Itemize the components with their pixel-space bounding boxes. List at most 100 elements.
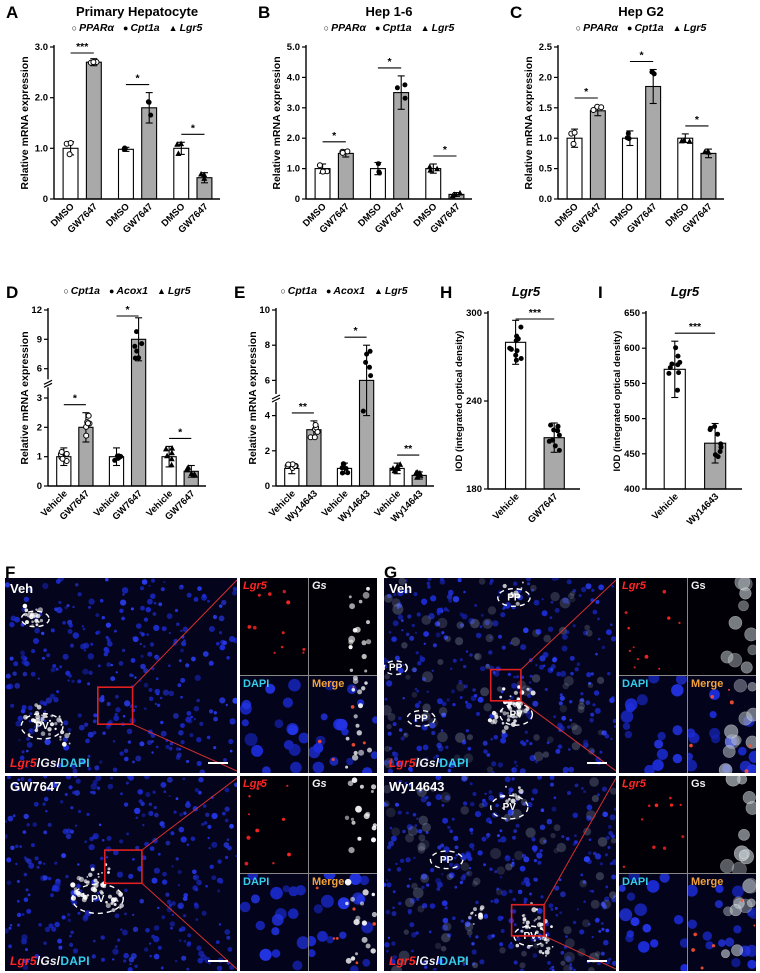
inset-label: Merge (312, 678, 345, 690)
chart-plot-e: 0 2 4 6 8 10 Vehicle Wy14643 ** Vehicle Wy14643 * Ve… (246, 298, 438, 555)
legend-label: Lgr5 (683, 22, 707, 34)
inset-image-gs (309, 578, 377, 675)
stain-label: Lgr5/Gs/DAPI (389, 756, 469, 770)
svg-text:2.0: 2.0 (539, 72, 552, 83)
inset-image-gs (688, 578, 756, 675)
micro-image-f-gw7647: PV GW7647 Lgr5/Gs/DAPI (5, 776, 237, 971)
panel-a-primary-hepatocyte: A Primary Hepatocyte ○ PPARα ● Cpt1a ▲ Lgr5 0 1.… (6, 4, 252, 280)
svg-text:1.5: 1.5 (539, 103, 553, 114)
legend-item: ○ Cpt1a (63, 285, 100, 297)
inset-image-merge (309, 874, 377, 971)
inset-label: Lgr5 (243, 778, 267, 790)
circle-filled-icon: ● (627, 23, 633, 33)
circle-filled-icon: ● (123, 23, 129, 33)
legend-label: PPARα (331, 22, 367, 34)
legend-item: ▲ Lgr5 (374, 285, 408, 297)
svg-text:0.5: 0.5 (539, 164, 553, 175)
svg-text:**: ** (404, 443, 413, 455)
legend-item: ▲ Lgr5 (673, 22, 707, 34)
inset-image-dapi (619, 676, 687, 773)
inset-label: Lgr5 (243, 580, 267, 592)
svg-text:PV: PV (35, 721, 49, 732)
svg-text:Vehicle: Vehicle (650, 491, 681, 522)
svg-text:6: 6 (37, 364, 42, 375)
panel-b-hep16: B Hep 1-6 ○ PPARα ● Cpt1a ▲ Lgr5 0 1.0 2.0 3.0 4.0 5… (258, 4, 504, 280)
svg-text:4: 4 (265, 411, 271, 422)
legend-item: ● Acox1 (326, 285, 365, 297)
svg-text:6: 6 (265, 375, 270, 386)
inset-label: Merge (312, 876, 345, 888)
circle-open-icon: ○ (323, 23, 330, 33)
inset-merge: Merge (688, 676, 756, 773)
inset-gs: Gs (688, 776, 756, 873)
inset-grid: Lgr5 Gs DAPI Merge (240, 776, 377, 971)
treatment-label: Veh (389, 581, 413, 596)
inset-lgr5: Lgr5 (240, 578, 308, 675)
stain-label-part: DAPI (60, 756, 90, 770)
fluorescence-image: PP PP PP PV (384, 578, 616, 773)
svg-text:IOD (integrated optical densit: IOD (integrated optical density) (612, 331, 623, 472)
svg-text:*: * (178, 426, 183, 438)
inset-label: Merge (691, 678, 724, 690)
panel-h-iod-gw7647: H Lgr5 180 240 300 Vehicle GW7647 *** IOD (inte… (440, 284, 596, 562)
stain-label: Lgr5/Gs/DAPI (10, 756, 90, 770)
inset-dapi: DAPI (240, 874, 308, 971)
chart-plot-b: 0 1.0 2.0 3.0 4.0 5.0 DMSO GW7647 * DMSO GW7647 * DM… (270, 35, 504, 268)
legend-label: Lgr5 (431, 22, 455, 34)
legend-label: Cpt1a (382, 22, 412, 34)
svg-text:5.0: 5.0 (287, 42, 300, 53)
svg-text:Relative mRNA expression: Relative mRNA expression (19, 56, 31, 189)
inset-image-merge (309, 676, 377, 773)
stain-label-part: / (56, 954, 61, 968)
svg-text:GW7647: GW7647 (526, 491, 560, 525)
inset-lgr5: Lgr5 (619, 578, 687, 675)
legend-item: ○ Cpt1a (280, 285, 317, 297)
bar-chart-H: 180 240 300 Vehicle GW7647 *** IOD (integrated… (454, 307, 580, 526)
legend-item: ▲ Lgr5 (421, 22, 455, 34)
inset-dapi: DAPI (240, 676, 308, 773)
stain-label-part: Gs (40, 954, 57, 968)
svg-text:0: 0 (295, 194, 300, 205)
svg-text:*: * (136, 73, 141, 85)
legend-label: Cpt1a (130, 22, 160, 34)
inset-image-lgr5 (240, 578, 308, 675)
inset-label: Gs (312, 778, 327, 790)
scale-bar (208, 959, 228, 962)
chart-legend: ○ PPARα ● Cpt1a ▲ Lgr5 (526, 21, 756, 35)
svg-text:*: * (695, 114, 700, 126)
legend-item: ● Cpt1a (627, 22, 664, 34)
svg-text:650: 650 (624, 308, 640, 319)
panel-f-microscopy-gw7647: F PV Veh Lgr5/Gs/DAPI Lgr5 Gs DAPI Merge PV GW76… (5, 564, 377, 971)
fluorescence-image: PV (5, 578, 237, 773)
svg-text:550: 550 (624, 378, 640, 389)
inset-image-gs (309, 776, 377, 873)
inset-label: Gs (691, 580, 706, 592)
svg-text:Wy14643: Wy14643 (685, 491, 721, 527)
chart-title-c: Hep G2 (618, 4, 664, 19)
inset-label: Lgr5 (622, 778, 646, 790)
bar-chart-D: 01236912VehicleGW7647*VehicleGW7647*Vehi… (19, 304, 206, 523)
legend-label: Acox1 (333, 285, 365, 297)
stain-label: Lgr5/Gs/DAPI (10, 954, 90, 968)
panel-e-wy14643-mrna: E ○ Cpt1a ● Acox1 ▲ Lgr5 0 2 4 6 8 10 Vehicle Wy14643… (234, 284, 438, 562)
svg-text:*: * (332, 130, 337, 142)
circle-filled-icon: ● (375, 23, 381, 33)
panel-letter-i: I (598, 283, 603, 302)
inset-merge: Merge (309, 676, 377, 773)
inset-gs: Gs (309, 578, 377, 675)
stain-label-part: Gs (419, 756, 436, 770)
bar-chart-A: 01.02.03.0DMSOGW7647***DMSOGW7647*DMSOGW… (19, 41, 220, 236)
svg-text:***: *** (76, 41, 89, 53)
stain-label-part: / (435, 954, 440, 968)
stain-label-part: Lgr5 (10, 954, 37, 968)
panel-letter-e: E (234, 283, 246, 302)
svg-text:8: 8 (265, 340, 270, 351)
legend-label: Lgr5 (167, 285, 191, 297)
svg-text:0: 0 (43, 194, 48, 205)
legend-label: Lgr5 (179, 22, 203, 34)
inset-image-gs (688, 776, 756, 873)
stain-label-part: / (36, 954, 41, 968)
svg-text:0.0: 0.0 (539, 194, 552, 205)
inset-image-lgr5 (619, 776, 687, 873)
